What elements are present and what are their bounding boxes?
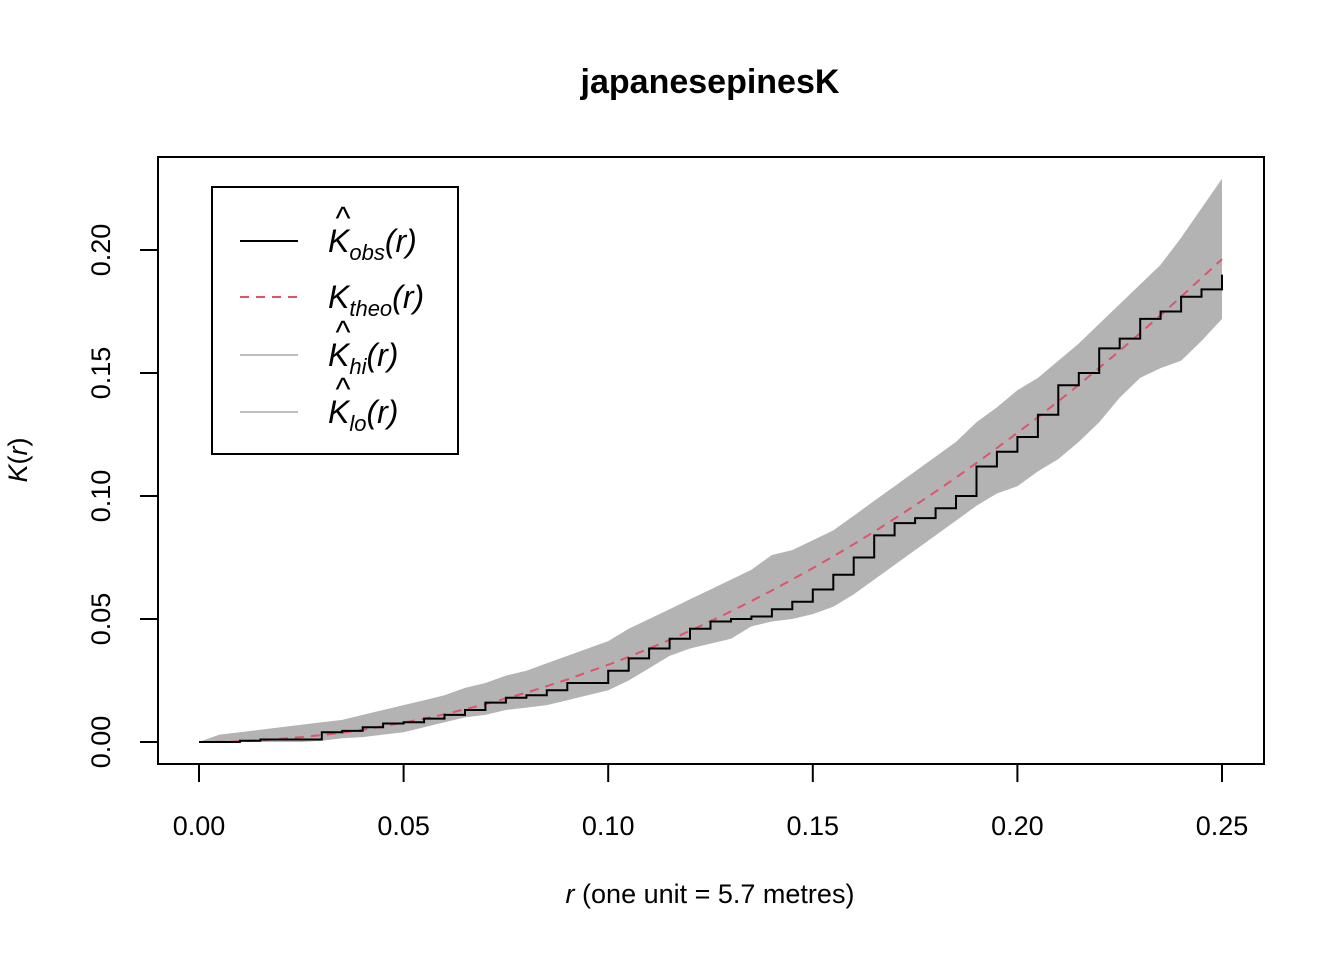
y-axis: 0.00 0.05 0.10 0.15 0.20 (86, 224, 159, 769)
legend-label-theo: Ktheo(r) (328, 279, 424, 321)
legend-symbol: K (328, 394, 351, 430)
x-axis-label-rest: (one unit = 5.7 metres) (575, 879, 855, 909)
y-tick-label: 0.10 (86, 470, 116, 523)
legend-symbol: K (328, 279, 351, 315)
x-tick-label: 0.00 (173, 811, 226, 841)
x-tick-label: 0.10 (582, 811, 635, 841)
y-tick-label: 0.00 (86, 716, 116, 769)
legend-symbol: K (328, 337, 351, 373)
legend-label-hi: Khi(r) (328, 337, 398, 379)
legend-arg: (r) (366, 337, 398, 373)
x-axis-label: r (one unit = 5.7 metres) (566, 879, 855, 909)
legend-symbol: K (328, 223, 351, 259)
legend-box (211, 186, 459, 455)
legend-arg: (r) (385, 223, 417, 259)
legend-label-obs: Kobs(r) (328, 223, 417, 265)
legend-subscript: lo (349, 411, 366, 436)
legend-entries: ^Kobs(r)Ktheo(r)^Khi(r)^Klo(r) (240, 200, 424, 436)
legend-entry-obs: ^Kobs(r) (240, 200, 417, 265)
legend-entry-theo: Ktheo(r) (240, 279, 424, 321)
lines-layer (198, 258, 1223, 743)
y-axis-label-open: ( (3, 455, 33, 464)
x-axis-label-var: r (566, 879, 576, 909)
y-axis-label-close: ) (3, 437, 33, 446)
x-tick-label: 0.20 (991, 811, 1044, 841)
legend-arg: (r) (392, 279, 424, 315)
legend: ^Kobs(r)Ktheo(r)^Khi(r)^Klo(r) (211, 186, 459, 455)
legend-label-lo: Klo(r) (328, 394, 398, 436)
legend-hat: ^ (335, 200, 350, 236)
legend-subscript: theo (349, 296, 392, 321)
x-tick-label: 0.15 (787, 811, 840, 841)
legend-subscript: hi (349, 354, 367, 379)
legend-hat: ^ (335, 314, 350, 350)
series-line-obs (199, 274, 1223, 743)
chart-title: japanesepinesK (580, 63, 840, 101)
y-tick-label: 0.20 (86, 224, 116, 277)
x-tick-label: 0.05 (377, 811, 430, 841)
y-tick-label: 0.05 (86, 593, 116, 646)
legend-arg: (r) (366, 394, 398, 430)
y-axis-label: K(r) (3, 437, 33, 482)
legend-subscript: obs (349, 240, 384, 265)
legend-hat: ^ (335, 371, 350, 407)
legend-entry-hi: ^Khi(r) (240, 314, 398, 379)
y-tick-label: 0.15 (86, 347, 116, 400)
x-axis: 0.00 0.05 0.10 0.15 0.20 0.25 (173, 763, 1249, 841)
y-axis-label-var: K (3, 464, 33, 483)
legend-entry-lo: ^Klo(r) (240, 371, 398, 436)
y-axis-label-arg: r (3, 445, 33, 455)
x-tick-label: 0.25 (1196, 811, 1249, 841)
